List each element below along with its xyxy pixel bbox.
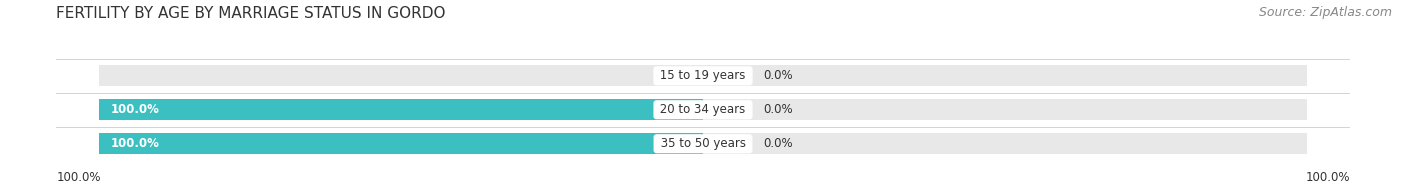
Text: 0.0%: 0.0% bbox=[763, 137, 793, 150]
Bar bbox=[703, 65, 1308, 86]
Bar bbox=[98, 133, 703, 154]
Bar bbox=[703, 101, 751, 119]
Text: 0.0%: 0.0% bbox=[763, 69, 793, 82]
Text: Source: ZipAtlas.com: Source: ZipAtlas.com bbox=[1258, 6, 1392, 19]
Bar bbox=[703, 135, 751, 153]
Bar bbox=[703, 99, 1308, 120]
Text: 100.0%: 100.0% bbox=[111, 137, 159, 150]
Bar bbox=[98, 65, 703, 86]
Text: 100.0%: 100.0% bbox=[1305, 171, 1350, 184]
Text: 35 to 50 years: 35 to 50 years bbox=[657, 137, 749, 150]
Bar bbox=[98, 133, 703, 154]
Text: FERTILITY BY AGE BY MARRIAGE STATUS IN GORDO: FERTILITY BY AGE BY MARRIAGE STATUS IN G… bbox=[56, 6, 446, 21]
Text: 0.0%: 0.0% bbox=[655, 69, 685, 82]
Text: 100.0%: 100.0% bbox=[111, 103, 159, 116]
Bar bbox=[703, 133, 1308, 154]
Text: 15 to 19 years: 15 to 19 years bbox=[657, 69, 749, 82]
Bar bbox=[98, 99, 703, 120]
Bar bbox=[98, 99, 703, 120]
Bar bbox=[703, 67, 751, 85]
Text: 20 to 34 years: 20 to 34 years bbox=[657, 103, 749, 116]
Text: 0.0%: 0.0% bbox=[763, 103, 793, 116]
Text: 100.0%: 100.0% bbox=[56, 171, 101, 184]
